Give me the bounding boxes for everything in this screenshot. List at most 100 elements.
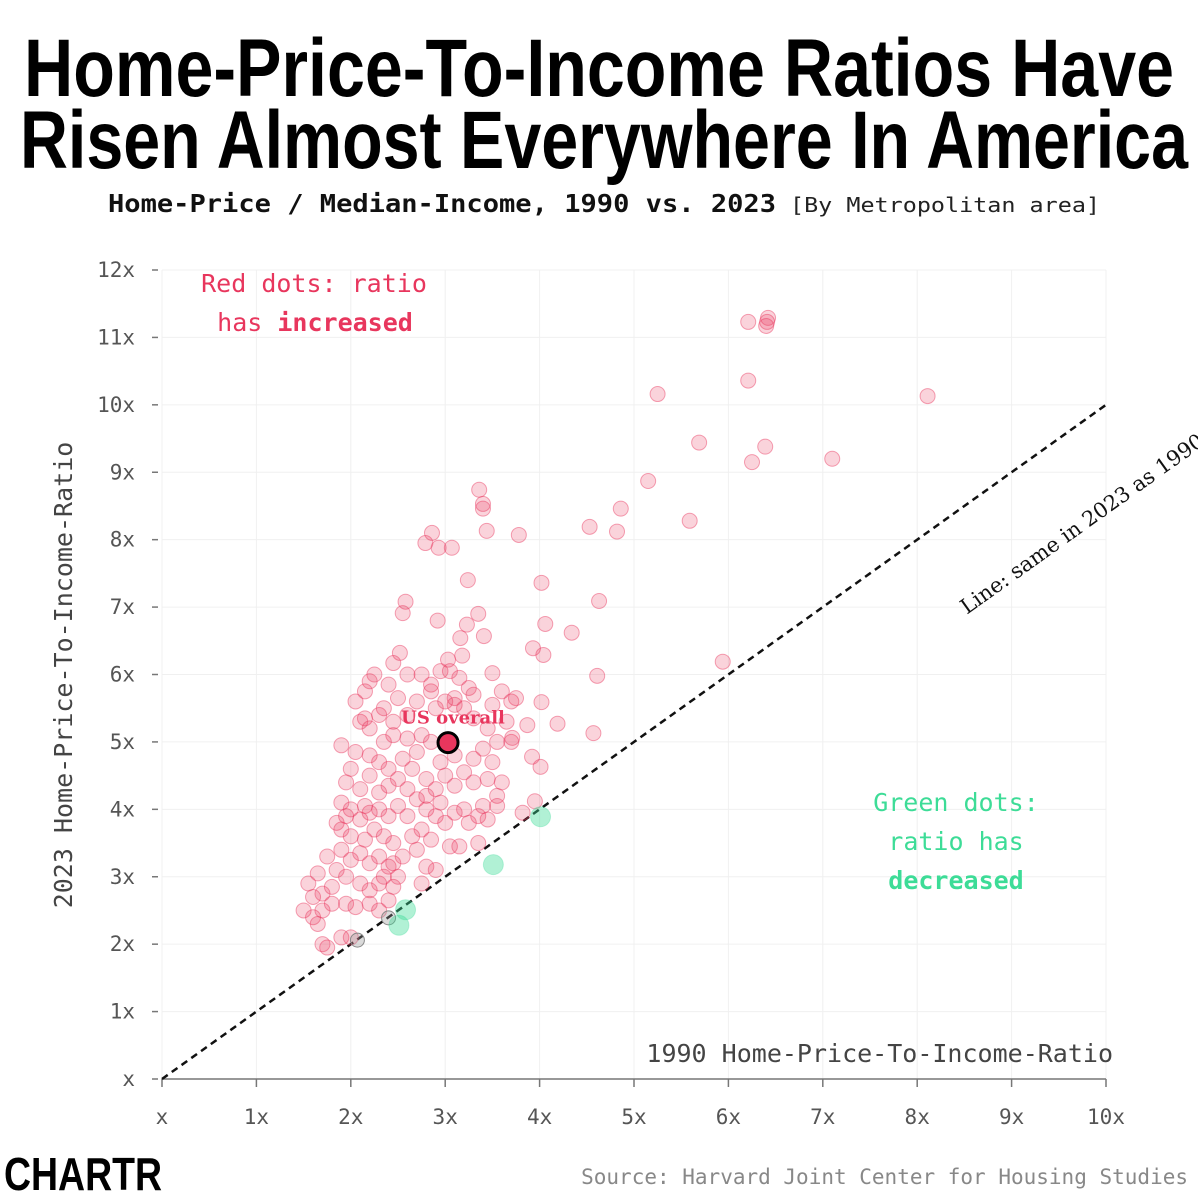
y-tick-label: 2x <box>110 932 135 956</box>
point-increased <box>356 683 373 700</box>
green-annotation-line1: Green dots: <box>873 788 1039 817</box>
point-increased <box>465 686 482 703</box>
point-increased <box>437 767 454 784</box>
point-increased <box>319 939 336 956</box>
x-tick-label: 3x <box>433 1105 458 1129</box>
point-increased <box>413 875 430 892</box>
point-increased <box>458 616 475 633</box>
point-increased <box>394 750 411 767</box>
point-increased <box>423 831 440 848</box>
point-increased <box>581 518 598 535</box>
point-increased <box>824 450 841 467</box>
point-increased <box>385 835 402 852</box>
point-increased <box>366 821 383 838</box>
point-increased <box>408 693 425 710</box>
chart-title-line2: Risen Almost Everywhere In America <box>20 95 1189 186</box>
point-increased <box>451 838 468 855</box>
point-increased <box>758 317 775 334</box>
point-increased <box>489 787 506 804</box>
point-increased <box>740 313 757 330</box>
point-increased <box>427 781 444 798</box>
point-increased <box>361 720 378 737</box>
point-increased <box>319 848 336 865</box>
y-tick-label: 5x <box>110 730 135 754</box>
point-increased <box>397 593 414 610</box>
point-increased <box>484 754 501 771</box>
point-increased <box>423 676 440 693</box>
point-increased <box>371 784 388 801</box>
point-increased <box>413 821 430 838</box>
point-increased <box>519 717 536 734</box>
point-increased <box>323 895 340 912</box>
point-increased <box>427 862 444 879</box>
point-increased <box>347 693 364 710</box>
point-increased <box>456 764 473 781</box>
chart-subtitle: Home-Price / Median-Income, 1990 vs. 202… <box>108 189 776 218</box>
point-increased <box>757 438 774 455</box>
point-increased <box>471 481 488 498</box>
point-increased <box>399 706 416 723</box>
point-increased <box>478 522 495 539</box>
point-decreased <box>388 914 410 936</box>
point-increased <box>385 855 402 872</box>
axis-ticks: x 1x 2x 3x 4x 5x 6x 7x 8x 9x 10x x 1x 2x 3x 4x 5x 6x 7x 8x 9… <box>97 258 1125 1129</box>
point-increased <box>333 794 350 811</box>
point-increased <box>510 526 527 543</box>
point-increased <box>484 696 501 713</box>
point-increased <box>352 713 369 730</box>
y-tick-label: 1x <box>110 1000 135 1024</box>
point-increased <box>441 663 458 680</box>
point-increased <box>328 862 345 879</box>
point-unchanged <box>349 932 365 948</box>
red-annotation-prefix: has <box>217 308 277 337</box>
point-increased <box>446 804 463 821</box>
point-decreased <box>482 854 504 876</box>
data-points <box>295 309 936 956</box>
point-increased <box>342 760 359 777</box>
point-increased <box>361 747 378 764</box>
point-increased <box>427 700 444 717</box>
point-increased <box>352 781 369 798</box>
point-increased <box>446 696 463 713</box>
point-increased <box>418 801 435 818</box>
x-tick-label: 1x <box>244 1105 269 1129</box>
point-increased <box>535 646 552 663</box>
point-increased <box>309 865 326 882</box>
reference-line-label: Line: same in 2023 as 1990 <box>956 429 1198 619</box>
point-increased <box>479 811 496 828</box>
green-annotation-line3: decreased <box>888 866 1023 895</box>
point-increased <box>371 801 388 818</box>
point-increased <box>714 653 731 670</box>
chartr-logo: CHARTR <box>4 1148 162 1198</box>
point-increased <box>408 791 425 808</box>
point-increased <box>408 841 425 858</box>
x-tick-label: 8x <box>905 1105 930 1129</box>
y-tick-label: 3x <box>110 865 135 889</box>
point-increased <box>352 811 369 828</box>
point-increased <box>612 500 629 517</box>
red-annotation-bold: increased <box>277 308 412 337</box>
point-increased <box>375 700 392 717</box>
point-increased <box>333 841 350 858</box>
point-increased <box>356 797 373 814</box>
point-us-overall <box>436 731 460 755</box>
point-increased <box>356 831 373 848</box>
point-increased <box>380 892 397 909</box>
y-tick-label: 12x <box>97 258 135 282</box>
point-increased <box>314 902 331 919</box>
green-annotation-line2: ratio has <box>888 827 1023 856</box>
point-increased <box>380 858 397 875</box>
x-tick-label: 6x <box>716 1105 741 1129</box>
point-increased <box>380 676 397 693</box>
point-increased <box>465 750 482 767</box>
point-increased <box>394 605 411 622</box>
point-increased <box>385 655 402 672</box>
point-increased <box>456 700 473 717</box>
point-increased <box>361 882 378 899</box>
point-increased <box>338 895 355 912</box>
point-increased <box>537 615 554 632</box>
point-increased <box>356 710 373 727</box>
point-increased <box>342 828 359 845</box>
y-tick-label: 7x <box>110 595 135 619</box>
point-increased <box>404 828 421 845</box>
